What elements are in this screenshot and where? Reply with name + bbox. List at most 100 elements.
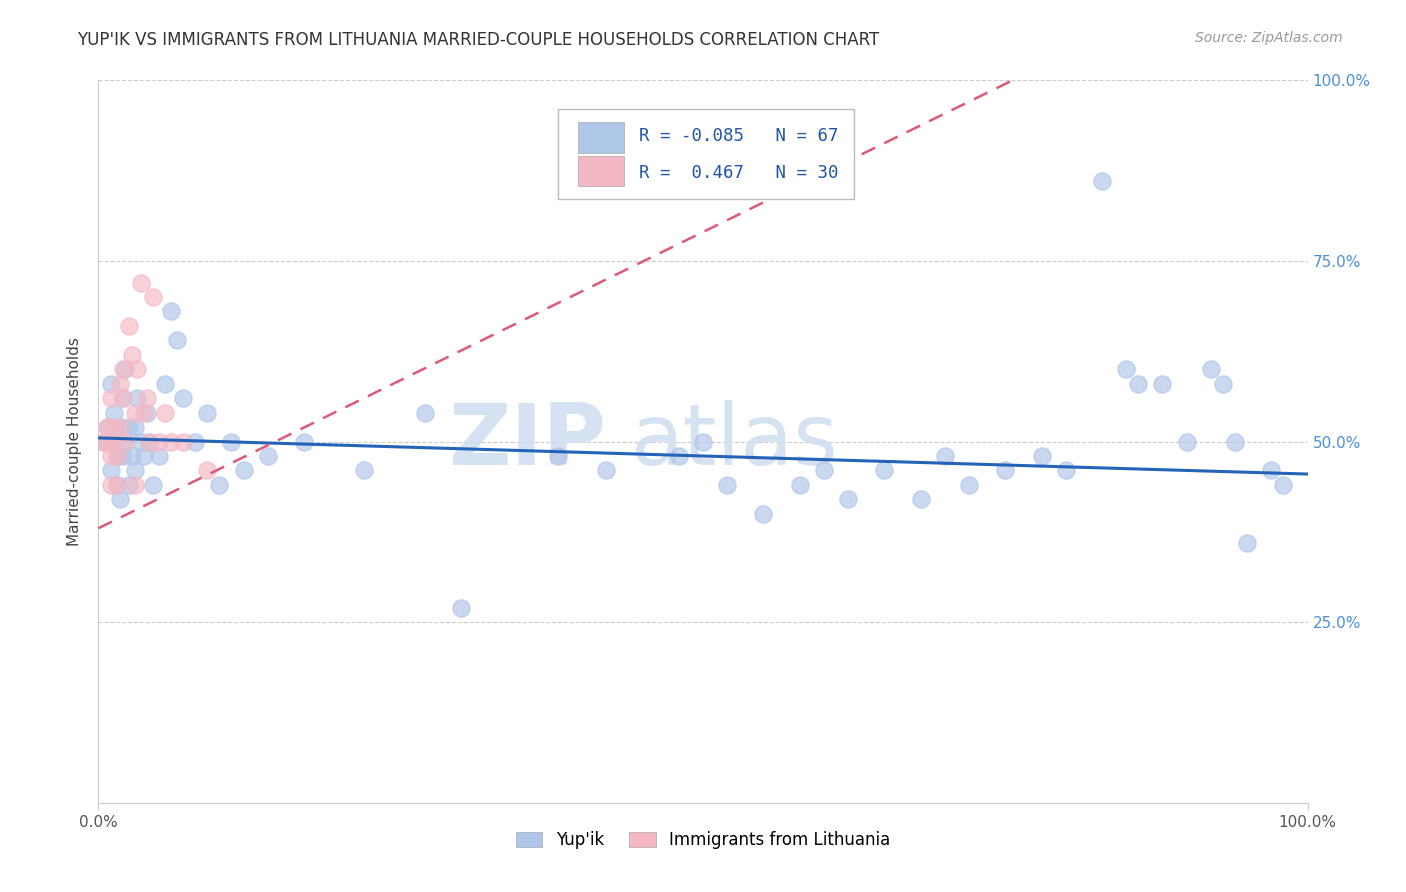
Text: R =  0.467   N = 30: R = 0.467 N = 30 — [638, 163, 838, 182]
Yup'ik — [118, 420, 141, 434]
Yup'ik — [172, 391, 194, 405]
Immigrants from Lithuania — [101, 420, 124, 434]
Yup'ik — [450, 600, 472, 615]
Yup'ik — [101, 434, 124, 449]
Yup'ik — [595, 463, 617, 477]
Immigrants from Lithuania — [195, 463, 218, 477]
Yup'ik — [1115, 362, 1137, 376]
Immigrants from Lithuania — [129, 276, 152, 290]
Yup'ik — [138, 434, 160, 449]
Yup'ik — [127, 391, 149, 405]
Yup'ik — [208, 478, 231, 492]
Immigrants from Lithuania — [127, 362, 149, 376]
Yup'ik — [114, 362, 136, 376]
Yup'ik — [148, 449, 170, 463]
Yup'ik — [292, 434, 315, 449]
Text: atlas: atlas — [630, 400, 838, 483]
Immigrants from Lithuania — [103, 434, 125, 449]
Yup'ik — [1260, 463, 1282, 477]
Immigrants from Lithuania — [153, 406, 176, 420]
Yup'ik — [716, 478, 738, 492]
Immigrants from Lithuania — [97, 434, 120, 449]
Yup'ik — [100, 376, 122, 391]
Yup'ik — [1091, 174, 1114, 188]
FancyBboxPatch shape — [578, 155, 624, 186]
Immigrants from Lithuania — [105, 478, 128, 492]
Yup'ik — [111, 391, 134, 405]
Yup'ik — [160, 304, 183, 318]
Yup'ik — [873, 463, 896, 477]
Immigrants from Lithuania — [111, 362, 134, 376]
Immigrants from Lithuania — [100, 478, 122, 492]
Yup'ik — [692, 434, 714, 449]
Immigrants from Lithuania — [121, 348, 143, 362]
Immigrants from Lithuania — [172, 434, 194, 449]
Yup'ik — [129, 434, 152, 449]
Yup'ik — [121, 449, 143, 463]
Yup'ik — [232, 463, 254, 477]
Yup'ik — [124, 463, 146, 477]
Yup'ik — [111, 434, 134, 449]
Yup'ik — [1272, 478, 1295, 492]
Yup'ik — [353, 463, 375, 477]
Yup'ik — [1152, 376, 1174, 391]
Immigrants from Lithuania — [114, 434, 136, 449]
Yup'ik — [256, 449, 278, 463]
Yup'ik — [93, 434, 115, 449]
Yup'ik — [1212, 376, 1234, 391]
Immigrants from Lithuania — [93, 434, 115, 449]
Yup'ik — [752, 507, 775, 521]
Immigrants from Lithuania — [124, 406, 146, 420]
Yup'ik — [97, 420, 120, 434]
Legend: Yup'ik, Immigrants from Lithuania: Yup'ik, Immigrants from Lithuania — [509, 824, 897, 856]
Text: YUP'IK VS IMMIGRANTS FROM LITHUANIA MARRIED-COUPLE HOUSEHOLDS CORRELATION CHART: YUP'IK VS IMMIGRANTS FROM LITHUANIA MARR… — [77, 31, 880, 49]
Yup'ik — [1031, 449, 1053, 463]
Immigrants from Lithuania — [100, 449, 122, 463]
Yup'ik — [1128, 376, 1150, 391]
Immigrants from Lithuania — [148, 434, 170, 449]
Yup'ik — [813, 463, 835, 477]
Yup'ik — [108, 420, 131, 434]
Yup'ik — [1175, 434, 1198, 449]
Yup'ik — [910, 492, 932, 507]
Yup'ik — [1223, 434, 1246, 449]
Yup'ik — [668, 449, 690, 463]
Immigrants from Lithuania — [105, 449, 128, 463]
Yup'ik — [135, 406, 157, 420]
Yup'ik — [1236, 535, 1258, 549]
Immigrants from Lithuania — [134, 406, 156, 420]
Immigrants from Lithuania — [111, 391, 134, 405]
Text: ZIP: ZIP — [449, 400, 606, 483]
Yup'ik — [994, 463, 1017, 477]
Yup'ik — [837, 492, 859, 507]
Yup'ik — [1199, 362, 1222, 376]
Yup'ik — [103, 406, 125, 420]
Yup'ik — [108, 492, 131, 507]
Immigrants from Lithuania — [100, 391, 122, 405]
Yup'ik — [118, 478, 141, 492]
Immigrants from Lithuania — [135, 391, 157, 405]
Yup'ik — [134, 449, 156, 463]
Yup'ik — [105, 449, 128, 463]
Y-axis label: Married-couple Households: Married-couple Households — [67, 337, 83, 546]
Yup'ik — [142, 478, 165, 492]
Immigrants from Lithuania — [124, 478, 146, 492]
Yup'ik — [413, 406, 436, 420]
Yup'ik — [957, 478, 980, 492]
Immigrants from Lithuania — [160, 434, 183, 449]
FancyBboxPatch shape — [578, 122, 624, 153]
Yup'ik — [547, 449, 569, 463]
Yup'ik — [105, 478, 128, 492]
Yup'ik — [934, 449, 956, 463]
Yup'ik — [111, 449, 134, 463]
Yup'ik — [221, 434, 243, 449]
Yup'ik — [1054, 463, 1077, 477]
Text: R = -0.085   N = 67: R = -0.085 N = 67 — [638, 127, 838, 145]
Immigrants from Lithuania — [96, 420, 118, 434]
Yup'ik — [195, 406, 218, 420]
Immigrants from Lithuania — [108, 420, 131, 434]
Yup'ik — [100, 463, 122, 477]
Text: Source: ZipAtlas.com: Source: ZipAtlas.com — [1195, 31, 1343, 45]
Immigrants from Lithuania — [118, 318, 141, 333]
Yup'ik — [789, 478, 811, 492]
